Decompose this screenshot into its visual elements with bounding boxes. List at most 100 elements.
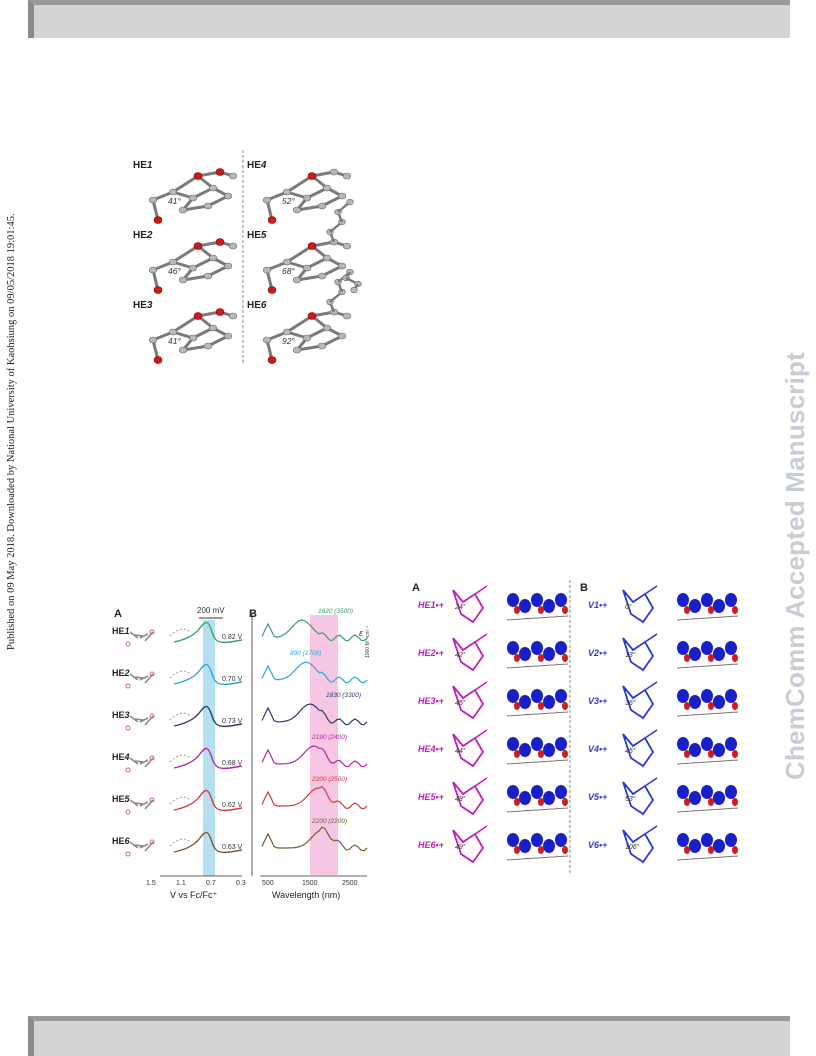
carbon-atom: [188, 334, 198, 342]
carbon-atom: [203, 342, 213, 350]
carbon-atom: [203, 202, 213, 210]
orbital-plot: [506, 689, 569, 717]
orbital-plot: [676, 785, 739, 813]
radical-label: HE4•+: [418, 744, 444, 754]
orbital-lobe: [514, 606, 520, 614]
orbital-lobe: [677, 641, 689, 655]
radical-label: V1•+: [588, 600, 608, 610]
crystal-structures-svg: [148, 150, 362, 365]
dihedral-angle: 48°: [455, 796, 466, 803]
bond: [506, 663, 569, 669]
oxidation-potential: 0.73 V: [222, 718, 243, 725]
orbital-lobe: [514, 798, 520, 806]
orbital-lobe: [562, 702, 568, 710]
orbital-plot: [506, 641, 569, 669]
panel-a-label: A: [412, 582, 420, 594]
orbital-lobe: [708, 750, 714, 758]
orbital-lobe: [507, 833, 519, 847]
x-axis-b-label: Wavelength (nm): [272, 890, 341, 900]
carbon-atom: [228, 242, 238, 250]
orbital-lobe: [684, 750, 690, 758]
oxygen-atom: [153, 216, 163, 224]
radical-label: HE1•+: [418, 600, 444, 610]
molecule: [262, 168, 352, 224]
cv-trace: [173, 705, 243, 728]
carbon-atom: [188, 194, 198, 202]
carbon-atom: [337, 262, 347, 270]
compound-label: HE1: [112, 626, 130, 636]
structure-sketch: [452, 585, 488, 624]
carbon-atom: [223, 332, 233, 340]
bond: [129, 757, 139, 765]
dihedral-angle: 92°: [282, 336, 295, 346]
oxygen-atom: [149, 671, 155, 677]
bond: [286, 314, 313, 334]
carbon-atom: [317, 202, 327, 210]
orbital-lobe: [519, 599, 531, 613]
x-tick-a: 0.7: [206, 880, 216, 887]
carbon-atom: [178, 206, 188, 214]
cv-trace: [173, 747, 243, 770]
molecule-frame: [452, 589, 485, 624]
compound-label: HE6: [247, 300, 267, 311]
orbital-lobe: [543, 791, 555, 805]
x-tick-a: 1.1: [176, 880, 186, 887]
carbon-atom: [262, 196, 272, 204]
bond: [129, 715, 139, 723]
figure-crystal-structures: HE1 41° HE2 46° HE3 41° HE4 52° HE5 68° HE6 92°: [125, 150, 385, 370]
orbital-lobe: [708, 846, 714, 854]
orbital-lobe: [677, 593, 689, 607]
dihedral-angle: 68°: [282, 266, 295, 276]
molecule-frame: [622, 733, 655, 768]
molecule-frame: [452, 685, 485, 720]
bond: [474, 585, 488, 595]
orbital-lobe: [507, 641, 519, 655]
oxygen-atom: [149, 755, 155, 761]
carbon-atom: [178, 276, 188, 284]
orbital-lobe: [708, 798, 714, 806]
orbital-lobe: [713, 647, 725, 661]
orbital-lobe: [701, 833, 713, 847]
orbital-lobe: [725, 737, 737, 751]
orbital-lobe: [684, 654, 690, 662]
carbon-atom: [292, 206, 302, 214]
epsilon-unit: 1000 M⁻¹cm⁻¹: [365, 626, 371, 658]
orbital-lobe: [514, 846, 520, 854]
cv-reference-trace: [169, 796, 191, 805]
bond: [134, 634, 144, 637]
orbital-lobe: [555, 593, 567, 607]
bond: [172, 244, 199, 264]
orbital-lobe: [555, 689, 567, 703]
carbon-atom: [168, 258, 178, 266]
carbon-atom: [168, 188, 178, 196]
bond: [676, 759, 739, 765]
header-bar: [28, 0, 790, 38]
carbon-atom: [302, 194, 312, 202]
orbital-lobe: [701, 737, 713, 751]
compound-label: HE5: [247, 230, 267, 241]
absorption-spectrum: [261, 703, 368, 726]
carbon-atom: [322, 184, 332, 192]
oxygen-atom: [153, 286, 163, 294]
structure-sketch: [125, 629, 155, 647]
bond: [139, 843, 149, 849]
compound-label: HE3: [112, 710, 130, 720]
orbital-lobe: [732, 750, 738, 758]
download-notice: Published on 09 May 2018. Downloaded by …: [6, 213, 17, 650]
absorption-spectrum: [261, 745, 368, 768]
oxygen-atom: [125, 725, 131, 731]
compound-label: HE2: [112, 668, 130, 678]
orbital-lobe: [519, 647, 531, 661]
orbital-lobe: [725, 689, 737, 703]
bond: [144, 799, 154, 810]
orbital-lobe: [684, 798, 690, 806]
orbital-lobe: [708, 654, 714, 662]
oxygen-atom: [215, 308, 225, 316]
orbital-lobe: [555, 833, 567, 847]
bond: [129, 631, 139, 639]
bond: [129, 799, 139, 807]
bond: [296, 344, 323, 352]
bond: [134, 760, 144, 763]
orbital-plot: [676, 833, 739, 861]
oxygen-atom: [149, 713, 155, 719]
